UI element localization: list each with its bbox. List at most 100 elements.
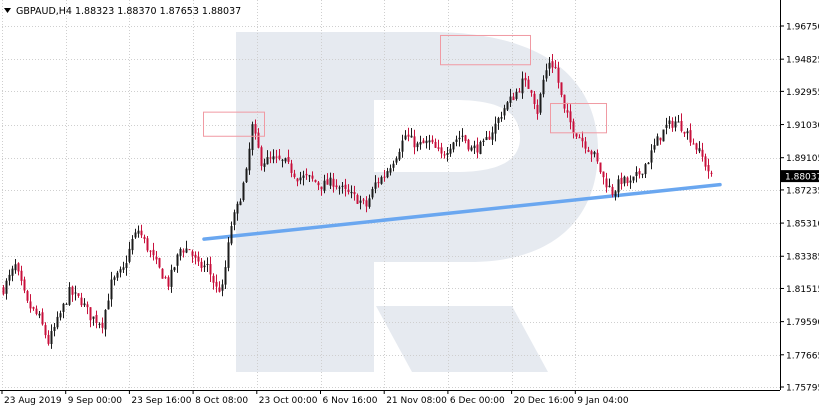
- candle-body: [251, 124, 254, 151]
- candle-body: [521, 78, 524, 94]
- candle-body: [359, 200, 362, 203]
- candle-body: [659, 137, 662, 141]
- candle-body: [209, 263, 212, 275]
- candle-body: [236, 203, 239, 214]
- candle-body: [77, 293, 80, 296]
- candle-body: [356, 195, 359, 204]
- candle-body: [134, 232, 137, 238]
- candle-body: [53, 326, 56, 331]
- chart-header: GBPAUD,H4 1.88323 1.88370 1.87653 1.8803…: [4, 6, 241, 17]
- current-price-label: 1.88037: [785, 173, 819, 183]
- candle-body: [152, 249, 155, 256]
- candle-body: [233, 212, 236, 225]
- candle-body: [500, 117, 503, 119]
- highlight-box: [550, 103, 607, 134]
- y-axis: 1.96750 1.94825 1.92955 1.91030 1.89105 1.872…: [780, 23, 819, 394]
- candle-body: [437, 147, 440, 149]
- candle-body: [695, 143, 698, 150]
- candle-body: [374, 182, 377, 189]
- candle-body: [200, 261, 203, 268]
- candle-body: [638, 171, 641, 175]
- candle-body: [683, 131, 686, 134]
- candle-body: [452, 142, 455, 150]
- candle-body: [491, 132, 494, 140]
- candle-body: [344, 184, 347, 189]
- current-price-tag: 1.88037: [781, 170, 819, 183]
- x-axis: 23 Aug 2019 9 Sep 00:00 23 Sep 16:00 8 Oct …: [1, 390, 629, 406]
- candle-body: [371, 188, 374, 198]
- candle-body: [104, 309, 107, 330]
- candle-body: [488, 136, 491, 140]
- candle-body: [674, 121, 677, 128]
- dropdown-arrow-icon[interactable]: [4, 8, 11, 13]
- candle-body: [377, 182, 380, 184]
- candle-body: [608, 185, 611, 188]
- candle-body: [290, 163, 293, 173]
- candle-body: [56, 316, 59, 328]
- candle-body: [254, 124, 257, 134]
- candle-body: [263, 163, 266, 167]
- candle-body: [29, 301, 32, 309]
- candle-body: [5, 280, 8, 294]
- candle-body: [320, 186, 323, 190]
- x-tick-label: 8 Oct 08:00: [195, 396, 248, 406]
- x-tick-label: 9 Sep 00:00: [68, 396, 123, 406]
- candle-body: [395, 158, 398, 163]
- candle-body: [482, 140, 485, 142]
- candle-body: [602, 171, 605, 178]
- candle-body: [443, 154, 446, 156]
- candle-body: [158, 258, 161, 268]
- candle-body: [170, 269, 173, 287]
- candle-body: [14, 264, 17, 271]
- candle-body: [239, 201, 242, 206]
- candle-body: [392, 163, 395, 168]
- candle-body: [47, 334, 50, 344]
- symbol-info-label: GBPAUD,H4 1.88323 1.88370 1.87653 1.8803…: [16, 6, 241, 17]
- candle-body: [74, 292, 77, 294]
- candle-body: [539, 93, 542, 113]
- candle-body: [503, 108, 506, 116]
- x-tick-label: 23 Aug 2019: [4, 396, 62, 406]
- candle-body: [614, 191, 617, 197]
- candle-body: [560, 82, 563, 95]
- candle-body: [458, 137, 461, 140]
- candle-body: [542, 79, 545, 95]
- candle-body: [554, 66, 557, 68]
- candle-body: [545, 70, 548, 79]
- candle-body: [461, 135, 464, 137]
- candle-body: [164, 277, 167, 279]
- candle-body: [35, 308, 38, 314]
- highlight-box: [203, 111, 265, 137]
- candle-body: [494, 123, 497, 134]
- x-tick-label: 6 Dec 00:00: [450, 396, 505, 406]
- candle-body: [689, 130, 692, 143]
- candle-body: [419, 142, 422, 145]
- candle-body: [89, 307, 92, 321]
- candle-body: [578, 137, 581, 139]
- candle-body: [242, 182, 245, 201]
- candle-body: [296, 178, 299, 182]
- candle-body: [350, 191, 353, 194]
- candle-body: [98, 323, 101, 325]
- candle-body: [593, 152, 596, 155]
- candle-body: [59, 313, 62, 318]
- candle-body: [428, 140, 431, 143]
- candle-body: [563, 94, 566, 109]
- candle-body: [146, 238, 149, 251]
- candle-body: [284, 158, 287, 162]
- candle-body: [599, 162, 602, 173]
- candle-body: [110, 279, 113, 300]
- candle-body: [353, 192, 356, 195]
- candle-body: [218, 287, 221, 292]
- candle-body: [485, 137, 488, 141]
- candle-body: [389, 168, 392, 173]
- candle-body: [611, 186, 614, 195]
- candle-body: [224, 267, 227, 285]
- support-trendline: [202, 182, 722, 241]
- y-tick-label: 1.77665: [786, 351, 819, 361]
- candle-body: [527, 79, 530, 89]
- x-tick-label: 20 Dec 16:00: [514, 396, 575, 406]
- candle-body: [317, 182, 320, 186]
- candle-body: [449, 148, 452, 154]
